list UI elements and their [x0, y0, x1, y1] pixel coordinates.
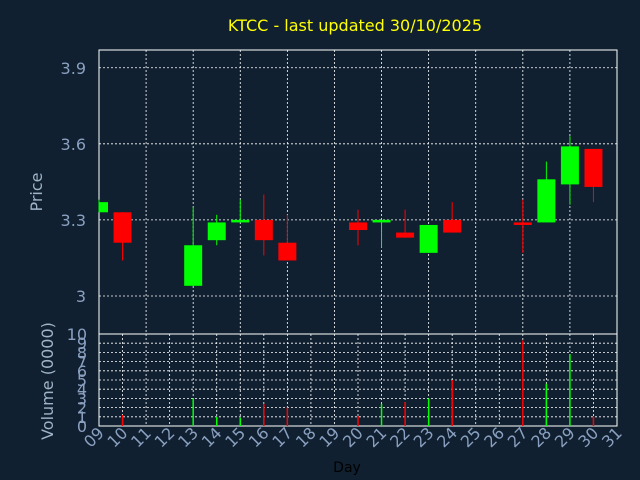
volume-bar-14	[215, 416, 218, 426]
volume-bar-28	[545, 383, 548, 426]
volume-bar-15	[239, 417, 242, 426]
volume-tick-label: 0	[77, 417, 87, 436]
candle-body	[99, 202, 108, 213]
volume-tick-label: 7	[77, 353, 87, 372]
volume-tick-label: 5	[77, 371, 87, 390]
volume-bar-24	[451, 380, 453, 426]
day-tick-labels: 0910111213141516171819202122232425262728…	[80, 423, 626, 451]
price-axis-label: Price	[27, 172, 46, 211]
candle-body	[443, 219, 462, 233]
candle-body	[113, 212, 132, 243]
volume-bar-23	[427, 398, 430, 426]
volume-bar-29	[569, 354, 571, 426]
candle-20	[349, 209, 367, 246]
volume-bar-30	[592, 416, 595, 426]
volume-grid	[98, 333, 618, 427]
volume-tick-label: 6	[77, 362, 87, 381]
candle-body	[207, 222, 226, 241]
volume-tick-label: 10	[67, 325, 87, 344]
candle-body	[560, 146, 579, 185]
chart-title: KTCC - last updated 30/10/2025	[228, 16, 482, 35]
candle-15	[231, 199, 250, 223]
volume-axis-label: Volume (0000)	[38, 322, 57, 440]
candle-29	[560, 136, 579, 205]
day-axis-label: Day	[333, 460, 361, 476]
volume-bars	[121, 340, 595, 426]
volume-bar-20	[357, 415, 359, 426]
candle-body	[372, 219, 391, 223]
candle-28	[537, 161, 556, 223]
volume-tick-label: 2	[77, 399, 87, 418]
candle-body	[184, 245, 203, 286]
volume-bar-16	[263, 403, 265, 426]
volume-bar-27	[522, 340, 524, 426]
price-tick-label: 3	[76, 287, 86, 306]
candle-13	[184, 207, 203, 286]
candle-body	[349, 222, 367, 231]
volume-tick-label: 9	[77, 334, 87, 353]
candle-body	[513, 222, 532, 225]
volume-bar-17	[286, 407, 289, 426]
candle-21	[372, 219, 391, 248]
candle-body	[254, 219, 273, 241]
candle-body	[396, 232, 415, 238]
candle-body	[278, 242, 297, 261]
volume-bar-13	[192, 398, 194, 426]
candle-23	[419, 224, 438, 253]
candle-16	[254, 194, 273, 256]
volume-tick-label: 1	[77, 408, 87, 427]
candle-body	[231, 219, 250, 223]
price-tick-label: 3.6	[61, 135, 86, 154]
candle-24	[443, 202, 462, 233]
candle-17	[278, 214, 297, 261]
volume-bar-21	[380, 403, 383, 426]
candle-body	[537, 179, 556, 223]
candle-10	[113, 212, 132, 261]
volume-bar-10	[121, 414, 124, 426]
candle-body	[584, 148, 603, 187]
candle-22	[396, 209, 415, 238]
candle-30	[584, 148, 603, 203]
candles	[98, 136, 603, 286]
price-tick-label: 3.3	[61, 211, 86, 230]
candle-9	[98, 199, 108, 213]
candle-14	[207, 214, 226, 246]
candle-27	[513, 199, 532, 253]
day-tick-label: 31	[598, 423, 626, 451]
volume-bar-22	[404, 402, 406, 426]
price-tick-label: 3.9	[61, 59, 86, 78]
volume-tick-label: 3	[77, 389, 87, 408]
volume-tick-label: 8	[77, 343, 87, 362]
candle-body	[419, 224, 438, 253]
volume-tick-label: 4	[77, 380, 87, 399]
price-tick-labels: 3 3.3 3.6 3.9	[61, 59, 86, 306]
